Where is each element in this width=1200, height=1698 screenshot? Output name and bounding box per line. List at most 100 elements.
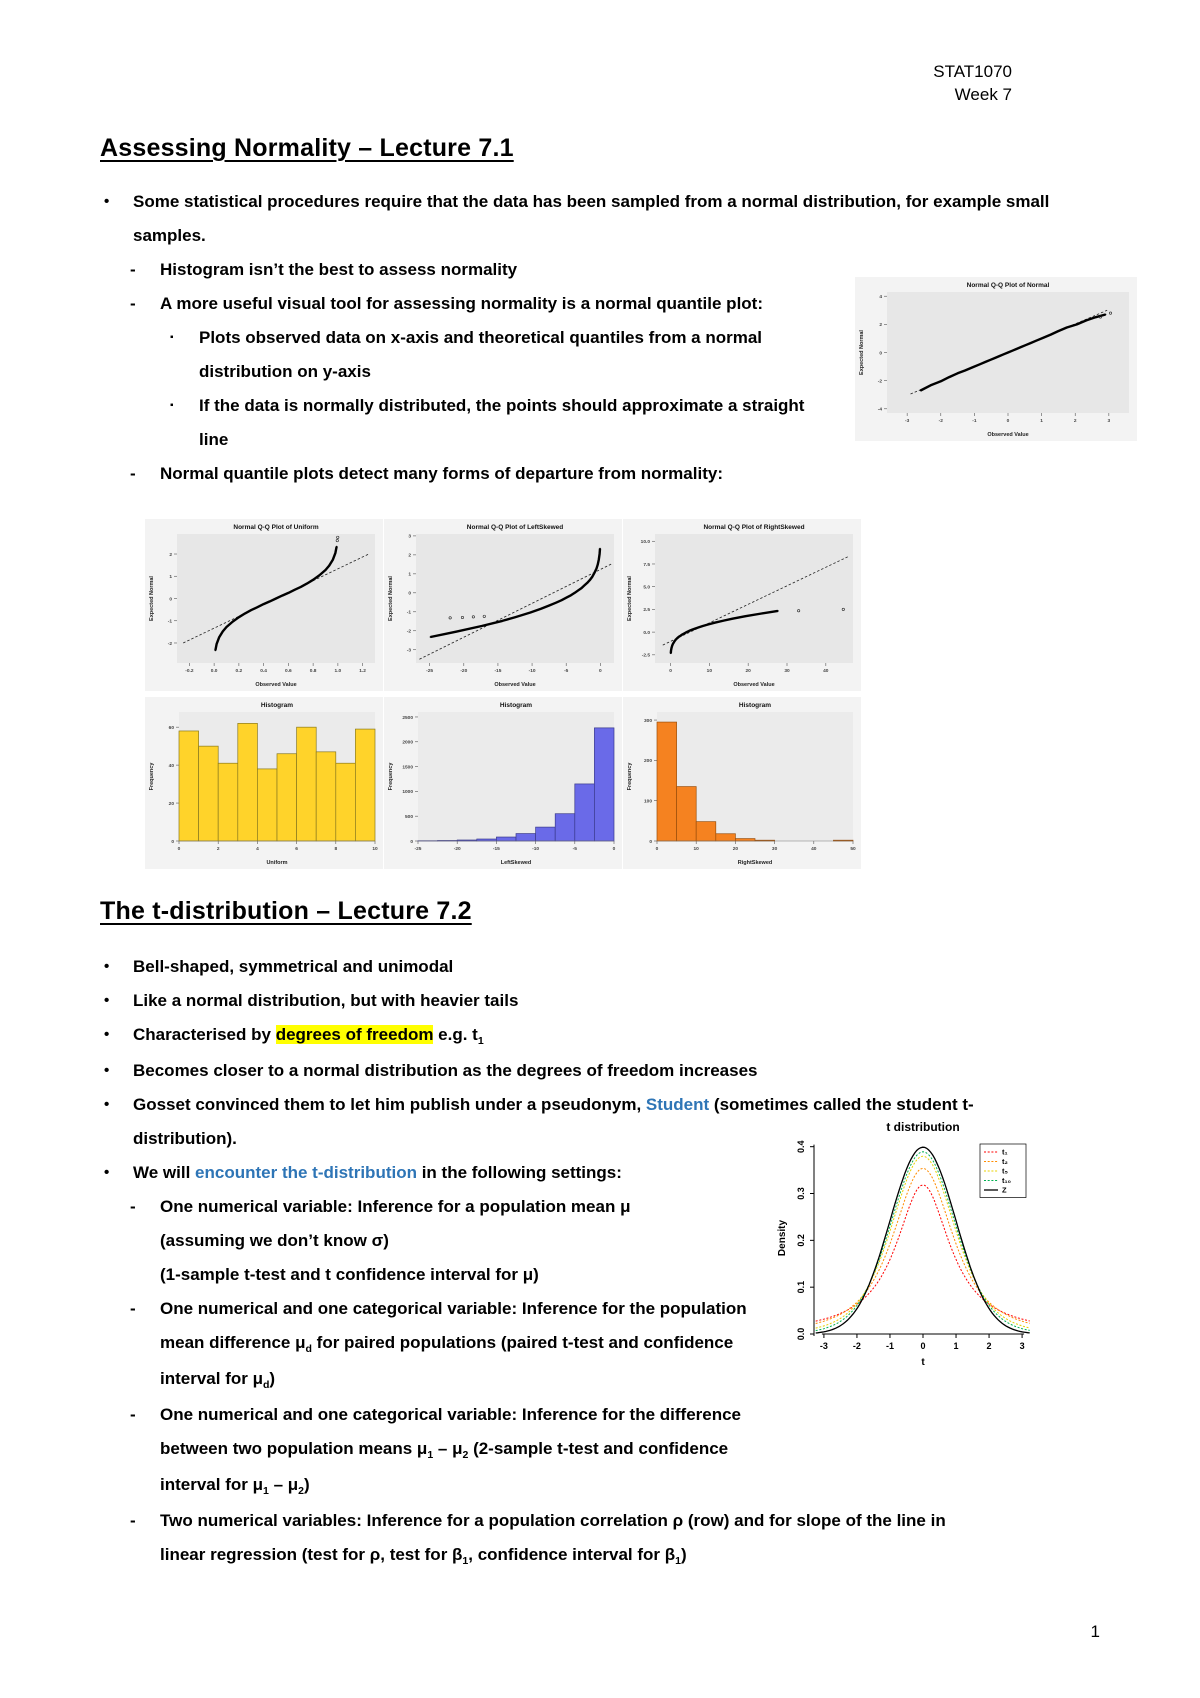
svg-text:60: 60 xyxy=(169,725,175,731)
bullet-marker: • xyxy=(104,1026,110,1043)
svg-text:6: 6 xyxy=(295,846,298,852)
svg-text:-4: -4 xyxy=(878,407,883,413)
svg-text:-10: -10 xyxy=(529,668,536,674)
bullet-item: • We will encounter the t-distribution i… xyxy=(100,1156,1105,1190)
svg-text:20: 20 xyxy=(733,846,739,852)
svg-text:-2: -2 xyxy=(168,641,173,647)
svg-text:0: 0 xyxy=(410,839,413,845)
svg-text:30: 30 xyxy=(784,668,790,674)
svg-text:-20: -20 xyxy=(454,846,461,852)
svg-text:-25: -25 xyxy=(426,668,433,674)
bullet-marker: • xyxy=(104,193,110,210)
svg-text:10: 10 xyxy=(372,846,378,852)
svg-text:Expected Normal: Expected Normal xyxy=(149,576,155,621)
svg-text:10.0: 10.0 xyxy=(641,539,651,545)
svg-text:1.0: 1.0 xyxy=(335,668,342,674)
page-content: Assessing Normality – Lecture 7.1 • Some… xyxy=(100,0,1137,1600)
svg-text:Frequency: Frequency xyxy=(388,762,394,791)
square-item: ▪ Plots observed data on x-axis and theo… xyxy=(170,321,1105,389)
bullet-text: Becomes closer to a normal distribution … xyxy=(133,1061,758,1080)
square-item: ▪ If the data is normally distributed, t… xyxy=(170,389,1105,457)
svg-text:RightSkewed: RightSkewed xyxy=(738,860,773,866)
svg-text:-2: -2 xyxy=(939,418,944,424)
svg-text:LeftSkewed: LeftSkewed xyxy=(501,860,532,866)
svg-text:-25: -25 xyxy=(415,846,422,852)
svg-text:0: 0 xyxy=(1007,418,1010,424)
svg-text:0: 0 xyxy=(879,350,882,356)
svg-text:Density: Density xyxy=(777,1220,788,1257)
svg-text:0.0: 0.0 xyxy=(211,668,218,674)
svg-text:7.5: 7.5 xyxy=(643,562,650,568)
section1-title: Assessing Normality – Lecture 7.1 xyxy=(100,134,514,162)
svg-text:Expected Normal: Expected Normal xyxy=(388,576,394,621)
dash-text: Histogram isn’t the best to assess norma… xyxy=(160,260,518,279)
qq-plot-uniform: Normal Q-Q Plot of Uniform -0.2 0.0 0.2 0.4 0… xyxy=(145,519,383,691)
svg-text:5.0: 5.0 xyxy=(643,584,650,590)
svg-text:0.4: 0.4 xyxy=(260,668,267,674)
page-number: 1 xyxy=(1090,1622,1100,1641)
bullet-marker: • xyxy=(104,1096,110,1113)
svg-text:0.6: 0.6 xyxy=(285,668,292,674)
svg-text:100: 100 xyxy=(644,798,652,804)
dash-marker: - xyxy=(130,1197,136,1216)
dash-item: - One numerical and one categorical vari… xyxy=(130,1292,1105,1398)
svg-text:40: 40 xyxy=(823,668,829,674)
svg-text:10: 10 xyxy=(694,846,700,852)
svg-text:200: 200 xyxy=(644,758,652,764)
svg-text:1: 1 xyxy=(954,1341,959,1351)
svg-text:40: 40 xyxy=(169,763,175,769)
svg-text:-0.2: -0.2 xyxy=(185,668,194,674)
qq-plot-normal: Normal Q-Q Plot of Normal -3 -2 -1 0 1 2 3 -4 -2 0… xyxy=(855,277,1137,441)
week-label: Week 7 xyxy=(954,85,1012,104)
bullet-item: • Some statistical procedures require th… xyxy=(100,185,1105,253)
section2: • Bell-shaped, symmetrical and unimodal … xyxy=(100,950,1105,1600)
svg-text:2: 2 xyxy=(987,1341,992,1351)
dash-text: One numerical and one categorical variab… xyxy=(160,1299,747,1391)
svg-text:Expected Normal: Expected Normal xyxy=(627,576,633,621)
dash-marker: - xyxy=(130,1511,136,1530)
svg-text:1: 1 xyxy=(408,572,411,578)
bullet-text: Bell-shaped, symmetrical and unimodal xyxy=(133,957,454,976)
svg-text:2: 2 xyxy=(879,322,882,328)
bullet-item: • Gosset convinced them to let him publi… xyxy=(100,1088,1105,1156)
bullet-text: Gosset convinced them to let him publish… xyxy=(133,1095,974,1148)
svg-text:0.8: 0.8 xyxy=(310,668,317,674)
svg-text:t₁₀: t₁₀ xyxy=(1002,1176,1011,1185)
svg-text:Observed Value: Observed Value xyxy=(987,432,1028,438)
dash-item: - Two numerical variables: Inference for… xyxy=(130,1504,1105,1574)
dash-marker: - xyxy=(130,464,136,483)
bullet-marker: • xyxy=(104,992,110,1009)
svg-text:3: 3 xyxy=(1020,1341,1025,1351)
qq-plot-leftskewed: Normal Q-Q Plot of LeftSkewed-25 -20 -15 -1… xyxy=(384,519,622,691)
dash-item: - A more useful visual tool for assessin… xyxy=(130,287,1105,321)
svg-text:-2.5: -2.5 xyxy=(642,653,651,659)
svg-text:0: 0 xyxy=(920,1341,925,1351)
bullet-item: • Becomes closer to a normal distributio… xyxy=(100,1054,1105,1088)
svg-text:8: 8 xyxy=(334,846,337,852)
svg-text:Normal Q-Q Plot of Normal: Normal Q-Q Plot of Normal xyxy=(967,282,1050,289)
svg-text:0.2: 0.2 xyxy=(796,1234,806,1247)
svg-text:50: 50 xyxy=(850,846,856,852)
svg-text:-5: -5 xyxy=(573,846,578,852)
dash-marker: - xyxy=(130,1299,136,1318)
svg-text:2500: 2500 xyxy=(402,715,413,721)
bullet-item: • Like a normal distribution, but with h… xyxy=(100,984,1105,1018)
dash-item: - One numerical variable: Inference for … xyxy=(130,1190,1105,1292)
svg-text:2000: 2000 xyxy=(402,740,413,746)
svg-text:1500: 1500 xyxy=(402,764,413,770)
svg-text:Observed Value: Observed Value xyxy=(255,682,296,688)
svg-text:t₅: t₅ xyxy=(1002,1167,1008,1176)
bullet-item: • Bell-shaped, symmetrical and unimodal xyxy=(100,950,1105,984)
t-distribution-chart: t distribution -3 -2 -1 0 1 2 3 0.0 0.1 0.2 0.3 0.4 t… xyxy=(777,1120,1030,1368)
svg-text:-5: -5 xyxy=(564,668,569,674)
page-header: STAT1070 Week 7 xyxy=(933,60,1012,106)
svg-text:Observed Value: Observed Value xyxy=(494,682,535,688)
svg-text:1.2: 1.2 xyxy=(359,668,366,674)
bullet-text: Characterised by degrees of freedom e.g.… xyxy=(133,1025,484,1047)
svg-text:4: 4 xyxy=(879,294,882,300)
svg-text:2: 2 xyxy=(408,553,411,559)
svg-text:-1: -1 xyxy=(407,610,412,616)
dash-text: One numerical variable: Inference for a … xyxy=(160,1197,631,1284)
section2-title: The t-distribution – Lecture 7.2 xyxy=(100,897,472,925)
